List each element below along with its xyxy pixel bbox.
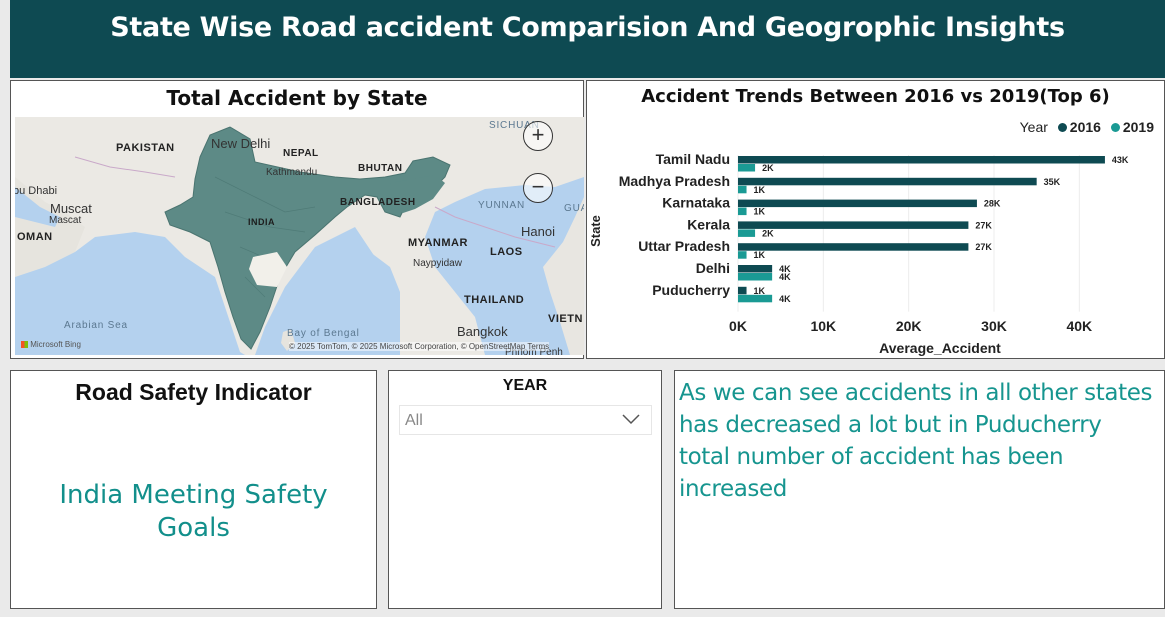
map-label-nepal: NEPAL (283, 148, 319, 159)
map-land (15, 117, 584, 355)
bar-2016 (738, 177, 1037, 186)
map-label-thailand: THAILAND (464, 294, 525, 306)
map-label-mascat: Mascat (49, 215, 82, 226)
insight-note-text: As we can see accidents in all other sta… (679, 380, 1153, 502)
data-label: 1K (754, 250, 766, 260)
bar-2019 (738, 294, 773, 303)
map-label-phnom-penh: Phnom Penh (505, 347, 563, 355)
trend-chart-panel: Accident Trends Between 2016 vs 2019(Top… (586, 80, 1165, 359)
category-label: Karnataka (662, 195, 730, 211)
map-label-myanmar: MYANMAR (408, 237, 468, 249)
bar-2019 (738, 251, 747, 259)
category-label: Delhi (696, 260, 730, 276)
insight-note-panel: As we can see accidents in all other sta… (674, 370, 1165, 609)
legend-item-2016[interactable]: 2016 (1069, 119, 1101, 135)
map-label-pakistan: PAKISTAN (116, 142, 175, 154)
trend-bar-chart: 0K 10K 20K 30K 40K Tamil Nadu 43K 2K Madhya Prad… (588, 151, 1129, 356)
category-label: Madhya Pradesh (619, 173, 730, 189)
bar-2016 (738, 265, 773, 273)
data-label: 27K (975, 242, 992, 252)
category-label: Tamil Nadu (656, 151, 730, 167)
bar-2016 (738, 221, 969, 229)
map-label-bangladesh: BANGLADESH (340, 197, 416, 208)
year-dropdown[interactable]: All (399, 405, 652, 435)
data-label: 28K (984, 199, 1001, 209)
bar-2016 (738, 156, 1105, 164)
x-tick-label: 20K (896, 318, 922, 334)
map-label-kathmandu: Kathmandu (266, 167, 318, 178)
map-title: Total Accident by State (166, 86, 428, 110)
bar-2019 (738, 185, 747, 194)
map-view[interactable]: PAKISTAN New Delhi NEPAL Kathmandu BHUTA… (15, 117, 584, 355)
data-label: 2K (762, 163, 774, 173)
map-label-sichuan: SICHUAN (489, 120, 540, 131)
map-label-bangkok: Bangkok (457, 324, 508, 339)
map-label-naypyidaw: Naypyidaw (413, 258, 462, 269)
dashboard-header: State Wise Road accident Comparision And… (10, 0, 1165, 78)
map-label-abu-dhabi: bu Dhabi (15, 185, 58, 197)
data-label: 1K (754, 185, 766, 195)
chevron-down-icon (622, 414, 640, 425)
zoom-out-button[interactable]: − (523, 173, 553, 203)
legend-title: Year (1019, 119, 1048, 135)
microsoft-logo-icon (21, 341, 28, 349)
bar-2019 (738, 207, 747, 216)
x-tick-label: 30K (981, 318, 1007, 334)
map-label-india: INDIA (248, 217, 275, 227)
bar-2019 (738, 273, 773, 281)
map-attribution[interactable]: © 2025 TomTom, © 2025 Microsoft Corporat… (289, 342, 550, 351)
map-label-oman: OMAN (17, 231, 53, 243)
bar-2019 (738, 229, 756, 237)
map-label-muscat: Muscat (50, 201, 92, 216)
category-label: Kerala (687, 216, 730, 232)
map-label-yunnan: YUNNAN (478, 200, 526, 211)
category-label: Puducherry (652, 282, 730, 298)
map-label-bay-of-bengal: Bay of Bengal (287, 328, 360, 339)
zoom-in-button[interactable]: + (523, 121, 553, 151)
map-label-arabian-sea: Arabian Sea (64, 320, 128, 331)
trend-chart-title: Accident Trends Between 2016 vs 2019(Top… (641, 86, 1110, 107)
data-label: 43K (1112, 155, 1129, 165)
data-label: 1K (754, 286, 766, 296)
legend-dot-2019-icon (1110, 123, 1120, 132)
year-slicer-title: YEAR (502, 377, 548, 394)
map-label-new-delhi: New Delhi (211, 136, 271, 151)
data-label: 4K (779, 264, 791, 274)
indicator-status: India Meeting Safety Goals (59, 480, 328, 543)
bing-logo: Microsoft Bing (21, 340, 81, 349)
data-label: 1K (754, 207, 766, 217)
year-slicer-panel: YEAR All (388, 370, 662, 609)
legend-item-2019[interactable]: 2019 (1122, 119, 1154, 135)
data-label: 35K (1044, 177, 1061, 187)
bar-2016 (738, 286, 747, 295)
y-axis-label: State (588, 215, 603, 247)
indicator-panel: Road Safety Indicator India Meeting Safe… (10, 370, 377, 609)
year-dropdown-value: All (405, 412, 423, 429)
data-label: 4K (779, 272, 791, 282)
map-label-hanoi: Hanoi (521, 224, 555, 239)
bar-2016 (738, 243, 969, 251)
bing-logo-text: Microsoft Bing (30, 340, 81, 349)
data-label: 4K (779, 294, 791, 304)
legend-dot-2016-icon (1057, 123, 1067, 132)
x-tick-label: 40K (1066, 318, 1092, 334)
map-label-laos: LAOS (490, 246, 523, 258)
map-label-vietnam: VIETN (548, 313, 583, 325)
data-label: 27K (975, 220, 992, 230)
map-label-bhutan: BHUTAN (358, 163, 403, 174)
bar-2016 (738, 199, 977, 208)
x-axis-label: Average_Accident (879, 340, 1001, 356)
bar-2019 (738, 164, 756, 172)
category-label: Uttar Pradesh (638, 238, 730, 254)
x-tick-label: 10K (810, 318, 836, 334)
india-region[interactable] (164, 126, 451, 350)
x-tick-label: 0K (729, 318, 747, 334)
indicator-title: Road Safety Indicator (75, 379, 312, 405)
map-label-guangxi: GUANG (564, 203, 584, 214)
data-label: 2K (762, 228, 774, 238)
dashboard-title: State Wise Road accident Comparision And… (110, 12, 1065, 43)
map-panel: Total Accident by State PAKIS (10, 80, 584, 359)
chart-legend: Year 2016 2019 (1020, 119, 1154, 135)
